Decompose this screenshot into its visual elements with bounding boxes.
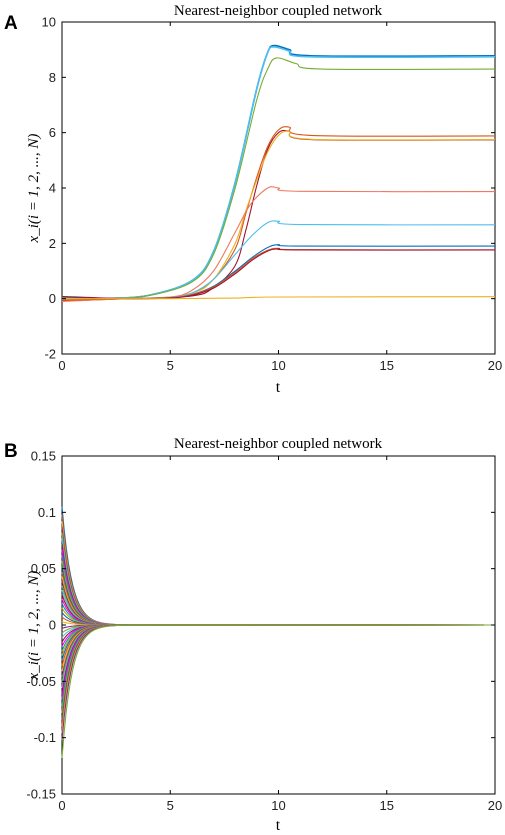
panel-a-x-tick-label: 10	[271, 358, 285, 373]
panel-b-y-tick-label: -0.15	[26, 787, 56, 802]
panel-a-series-group	[61, 44, 496, 302]
panel-a-y-tick-label: 0	[49, 291, 56, 306]
panel-a-x-tick-label: 20	[488, 358, 502, 373]
panel-a-series-line	[61, 57, 496, 300]
panel-a: A Nearest-neighbor coupled network 0 5 10 1…	[4, 3, 502, 396]
panel-b-y-tick-label: 0	[49, 618, 56, 633]
panel-b-x-axis-label: t	[276, 817, 281, 834]
panel-b-x-tick-label: 0	[58, 798, 65, 813]
panel-b-x-tick-label: 5	[167, 798, 174, 813]
panel-a-y-tick-label: 8	[49, 70, 56, 85]
panel-b-x-tick-label: 10	[271, 798, 285, 813]
panel-b-title: Nearest-neighbor coupled network	[174, 436, 383, 452]
panel-a-series-line	[61, 296, 496, 300]
panel-b-y-tick-label: 0.1	[38, 505, 56, 520]
panel-a-y-ticks: -2 0 2 4 6 8 10	[42, 15, 495, 362]
panel-a-x-ticks: 0 5 10 15 20	[58, 22, 502, 373]
panel-b-x-tick-label: 15	[380, 798, 394, 813]
panel-b-y-tick-label: -0.05	[26, 674, 56, 689]
panel-b-y-ticks: -0.15 -0.1 -0.05 0 0.05 0.1 0.15	[26, 449, 495, 802]
panel-b-y-tick-label: 0.15	[31, 449, 56, 464]
panel-a-y-tick-label: 10	[42, 15, 56, 30]
panel-a-title: Nearest-neighbor coupled network	[174, 3, 383, 19]
panel-b-y-tick-label: 0.05	[31, 561, 56, 576]
panel-a-x-axis-label: t	[276, 379, 281, 396]
panel-a-x-tick-label: 15	[380, 358, 394, 373]
panel-b-y-tick-label: -0.1	[34, 730, 56, 745]
panel-a-y-tick-label: 4	[49, 181, 56, 196]
panel-b-letter: B	[4, 441, 18, 462]
panel-b-y-axis-label: x_i(i = 1, 2, ..., N)	[26, 571, 42, 681]
panel-b: B Nearest-neighbor coupled network 0 5 10 1…	[4, 436, 502, 834]
panel-a-y-axis-label: x_i(i = 1, 2, ..., N)	[26, 134, 42, 244]
panel-a-y-tick-label: 2	[49, 236, 56, 251]
panel-b-series-group	[61, 506, 496, 758]
panel-a-y-tick-label: 6	[49, 125, 56, 140]
panel-a-x-tick-label: 5	[167, 358, 174, 373]
panel-a-x-tick-label: 0	[58, 358, 65, 373]
panel-a-y-tick-label: -2	[44, 347, 56, 362]
panel-b-x-ticks: 0 5 10 15 20	[58, 456, 502, 813]
panel-a-letter: A	[4, 13, 18, 34]
panel-b-x-tick-label: 20	[488, 798, 502, 813]
